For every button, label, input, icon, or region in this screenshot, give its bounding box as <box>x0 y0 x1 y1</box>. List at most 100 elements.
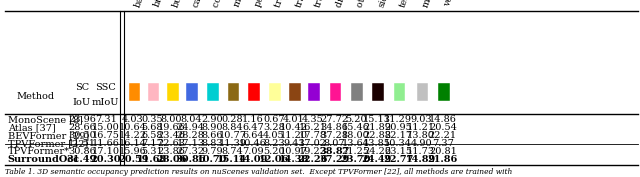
Text: 8.66: 8.66 <box>201 131 223 140</box>
Text: 21.86: 21.86 <box>428 155 458 164</box>
Text: 9.03: 9.03 <box>410 115 432 124</box>
Text: 11.73: 11.73 <box>407 147 435 156</box>
FancyBboxPatch shape <box>289 83 301 101</box>
Text: 10.34: 10.34 <box>384 139 412 148</box>
Text: SC: SC <box>75 83 89 92</box>
Text: 17.78: 17.78 <box>299 131 327 140</box>
Text: 14.09: 14.09 <box>237 155 268 164</box>
Text: trailer: trailer <box>294 0 312 8</box>
Text: 15.14: 15.14 <box>217 155 248 164</box>
FancyBboxPatch shape <box>186 83 198 101</box>
Text: 28.06: 28.06 <box>156 155 187 164</box>
FancyBboxPatch shape <box>248 83 260 101</box>
Text: 4.03: 4.03 <box>122 115 144 124</box>
FancyBboxPatch shape <box>372 83 384 101</box>
Text: 21.25: 21.25 <box>342 147 370 156</box>
Text: 28.66: 28.66 <box>68 123 96 132</box>
Text: 7.09: 7.09 <box>242 147 264 156</box>
Text: 10.42: 10.42 <box>280 123 308 132</box>
Text: barrier: barrier <box>133 0 153 8</box>
Text: 8.84: 8.84 <box>221 123 243 132</box>
Text: other flat: other flat <box>356 0 380 8</box>
Text: 11.29: 11.29 <box>384 115 412 124</box>
Text: pedestrian: pedestrian <box>253 0 278 8</box>
Text: traffic cone: traffic cone <box>274 0 301 8</box>
Text: 4.90: 4.90 <box>410 139 432 148</box>
Text: 13.80: 13.80 <box>407 131 435 140</box>
Text: 12.06: 12.06 <box>259 155 289 164</box>
FancyBboxPatch shape <box>228 83 239 101</box>
Text: 22.63: 22.63 <box>157 139 186 148</box>
Text: SSC: SSC <box>95 83 116 92</box>
Text: const. veh.: const. veh. <box>212 0 238 8</box>
Text: 24.94: 24.94 <box>177 123 205 132</box>
Text: 30.50: 30.50 <box>68 131 96 140</box>
Text: 3.28: 3.28 <box>263 123 285 132</box>
Text: 14.86: 14.86 <box>429 115 457 124</box>
Text: Table 1. 3D semantic occupancy prediction results on nuScenes validation set.  E: Table 1. 3D semantic occupancy predictio… <box>5 168 513 176</box>
Text: Atlas [37]: Atlas [37] <box>8 123 56 132</box>
Text: terrain: terrain <box>398 0 418 8</box>
Text: manmade: manmade <box>421 0 445 8</box>
Text: 23.86: 23.86 <box>157 147 186 156</box>
Text: motorcycle: motorcycle <box>232 0 259 8</box>
Text: TPVFormer*: TPVFormer* <box>8 147 70 156</box>
Text: 16.75: 16.75 <box>92 131 120 140</box>
Text: 34.86: 34.86 <box>320 123 348 132</box>
Text: 20.54: 20.54 <box>429 123 457 132</box>
Text: car: car <box>191 0 204 8</box>
Text: 11.51: 11.51 <box>68 139 96 148</box>
FancyBboxPatch shape <box>167 83 179 101</box>
FancyBboxPatch shape <box>148 83 159 101</box>
Text: 37.29: 37.29 <box>319 155 349 164</box>
Text: 4.35: 4.35 <box>302 115 324 124</box>
Text: 8.83: 8.83 <box>201 139 223 148</box>
Text: 18.00: 18.00 <box>342 131 370 140</box>
Text: 13.64: 13.64 <box>342 139 370 148</box>
Text: TPVFormer [22]: TPVFormer [22] <box>8 139 88 148</box>
Text: 23.46: 23.46 <box>157 131 186 140</box>
Text: 15.46: 15.46 <box>342 123 370 132</box>
Text: MonoScene [8]: MonoScene [8] <box>8 115 83 124</box>
Text: 10.97: 10.97 <box>280 147 308 156</box>
Text: 22.21: 22.21 <box>429 131 457 140</box>
Text: 20.81: 20.81 <box>429 147 457 156</box>
Text: Method: Method <box>17 92 55 101</box>
Text: 16.14: 16.14 <box>119 139 147 148</box>
Text: 38.87: 38.87 <box>319 147 349 156</box>
Text: 11.21: 11.21 <box>407 123 435 132</box>
Text: 7.37: 7.37 <box>432 139 454 148</box>
Text: 5.68: 5.68 <box>141 123 163 132</box>
Text: 23.70: 23.70 <box>340 155 371 164</box>
Text: vegetation: vegetation <box>443 0 468 8</box>
Text: 7.31: 7.31 <box>95 115 116 124</box>
Text: 37.28: 37.28 <box>320 131 348 140</box>
Text: 2.90: 2.90 <box>201 115 223 124</box>
Text: mIoU: mIoU <box>92 98 119 107</box>
FancyBboxPatch shape <box>351 83 363 101</box>
FancyBboxPatch shape <box>330 83 341 101</box>
Text: 0.28: 0.28 <box>221 115 243 124</box>
Text: 0.67: 0.67 <box>263 115 285 124</box>
Text: 30.86: 30.86 <box>175 155 206 164</box>
Text: 24.26: 24.26 <box>363 147 391 156</box>
Text: 9.79: 9.79 <box>201 147 223 156</box>
Text: 0.35: 0.35 <box>141 115 163 124</box>
Text: 19.22: 19.22 <box>299 147 327 156</box>
Text: 15.96: 15.96 <box>119 147 147 156</box>
Text: 17.02: 17.02 <box>299 139 327 148</box>
Text: 8.23: 8.23 <box>263 139 285 148</box>
Text: 8.04: 8.04 <box>180 115 202 124</box>
Text: 15.00: 15.00 <box>92 123 120 132</box>
Text: 15.13: 15.13 <box>363 115 391 124</box>
Text: 27.72: 27.72 <box>320 115 348 124</box>
Text: 22.26: 22.26 <box>298 155 328 164</box>
FancyBboxPatch shape <box>269 83 281 101</box>
Text: 9.43: 9.43 <box>283 139 305 148</box>
Text: 14.89: 14.89 <box>406 155 436 164</box>
Text: 19.66: 19.66 <box>157 123 186 132</box>
Text: 20.30: 20.30 <box>90 155 121 164</box>
Text: 22.88: 22.88 <box>363 131 391 140</box>
FancyBboxPatch shape <box>308 83 320 101</box>
Text: 8.00: 8.00 <box>161 115 182 124</box>
